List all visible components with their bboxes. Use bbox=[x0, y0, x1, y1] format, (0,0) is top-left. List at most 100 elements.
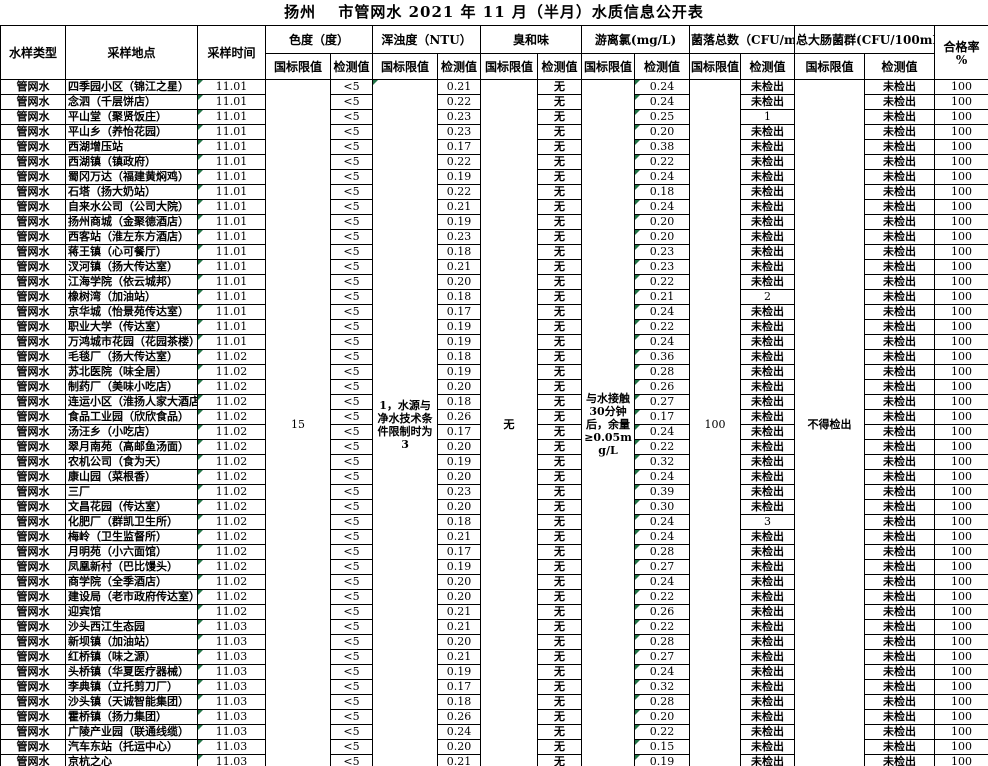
cell-turbidity-value: 0.19 bbox=[437, 559, 482, 575]
cell-time: 11.01 bbox=[197, 244, 266, 260]
cell-time: 11.02 bbox=[197, 574, 266, 590]
col-group-coliform: 总大肠菌群(CFU/100mL) bbox=[794, 25, 936, 54]
cell-colony-value: 未检出 bbox=[740, 169, 796, 185]
cell-time: 11.02 bbox=[197, 529, 266, 545]
cell-pass-rate: 100 bbox=[934, 754, 988, 766]
cell-sample-type: 管网水 bbox=[0, 739, 66, 755]
cell-chlorine-value: 0.23 bbox=[634, 244, 691, 260]
cell-pass-rate: 100 bbox=[934, 694, 988, 710]
cell-location: 汊河镇（扬大传达室） bbox=[65, 259, 198, 275]
table-row: 管网水 万鸿城市花园（花园茶楼） 11.01 <5 0.19 无 0.24 未检出 未检出 100 bbox=[0, 334, 988, 350]
cell-colony-value: 未检出 bbox=[740, 694, 796, 710]
cell-location: 连运小区（淮扬人家大酒店） bbox=[65, 394, 198, 410]
cell-turbidity-value: 0.17 bbox=[437, 139, 482, 155]
cell-time: 11.02 bbox=[197, 424, 266, 440]
cell-pass-rate: 100 bbox=[934, 604, 988, 620]
cell-turbidity-value: 0.20 bbox=[437, 589, 482, 605]
cell-colony-value: 未检出 bbox=[740, 334, 796, 350]
cell-coliform-value: 未检出 bbox=[864, 754, 936, 766]
cell-chlorine-value: 0.39 bbox=[634, 484, 691, 500]
cell-odor-value: 无 bbox=[537, 394, 583, 410]
cell-chroma-value: <5 bbox=[329, 274, 374, 290]
cell-time: 11.02 bbox=[197, 604, 266, 620]
cell-colony-value: 未检出 bbox=[740, 214, 796, 230]
cell-odor-value: 无 bbox=[537, 244, 583, 260]
cell-sample-type: 管网水 bbox=[0, 214, 66, 230]
cell-turbidity-value: 0.24 bbox=[437, 724, 482, 740]
cell-location: 平山堂（聚贤饭庄） bbox=[65, 109, 198, 125]
table-row: 管网水 连运小区（淮扬人家大酒店） 11.02 <5 0.18 无 0.27 未检出 未检出 10… bbox=[0, 394, 988, 410]
cell-pass-rate: 100 bbox=[934, 124, 988, 140]
cell-pass-rate: 100 bbox=[934, 274, 988, 290]
cell-colony-value: 未检出 bbox=[740, 259, 796, 275]
cell-colony-value: 未检出 bbox=[740, 199, 796, 215]
table-row: 管网水 西客站（淮左东方酒店） 11.01 <5 0.23 无 0.20 未检出 未检出 100 bbox=[0, 229, 988, 245]
cell-time: 11.02 bbox=[197, 484, 266, 500]
cell-sample-type: 管网水 bbox=[0, 529, 66, 545]
cell-colony-value: 未检出 bbox=[740, 319, 796, 335]
cell-odor-value: 无 bbox=[537, 529, 583, 545]
cell-coliform-value: 未检出 bbox=[864, 304, 936, 320]
cell-chroma-value: <5 bbox=[329, 139, 374, 155]
cell-coliform-value: 未检出 bbox=[864, 484, 936, 500]
cell-sample-type: 管网水 bbox=[0, 574, 66, 590]
cell-chroma-value: <5 bbox=[329, 229, 374, 245]
table-row: 管网水 京杭之心 11.03 <5 0.21 无 0.19 未检出 未检出 100 bbox=[0, 754, 988, 766]
cell-colony-value: 未检出 bbox=[740, 574, 796, 590]
cell-pass-rate: 100 bbox=[934, 349, 988, 365]
cell-turbidity-value: 0.20 bbox=[437, 469, 482, 485]
cell-chroma-value: <5 bbox=[329, 694, 374, 710]
cell-odor-value: 无 bbox=[537, 379, 583, 395]
cell-turbidity-value: 0.23 bbox=[437, 109, 482, 125]
table-row: 管网水 三厂 11.02 <5 0.23 无 0.39 未检出 未检出 100 bbox=[0, 484, 988, 500]
cell-time: 11.01 bbox=[197, 229, 266, 245]
cell-location: 扬州商城（金聚德酒店） bbox=[65, 214, 198, 230]
cell-odor-value: 无 bbox=[537, 439, 583, 455]
cell-turbidity-value: 0.23 bbox=[437, 124, 482, 140]
cell-turbidity-value: 0.21 bbox=[437, 79, 482, 95]
cell-chlorine-value: 0.30 bbox=[634, 499, 691, 515]
cell-chlorine-value: 0.24 bbox=[634, 169, 691, 185]
cell-turbidity-value: 0.22 bbox=[437, 154, 482, 170]
cell-chlorine-value: 0.20 bbox=[634, 124, 691, 140]
cell-location: 化肥厂（群凯卫生所） bbox=[65, 514, 198, 530]
cell-time: 11.03 bbox=[197, 739, 266, 755]
cell-time: 11.02 bbox=[197, 379, 266, 395]
cell-chlorine-value: 0.28 bbox=[634, 634, 691, 650]
cell-sample-type: 管网水 bbox=[0, 169, 66, 185]
cell-chlorine-value: 0.24 bbox=[634, 79, 691, 95]
cell-pass-rate: 100 bbox=[934, 259, 988, 275]
cell-pass-rate: 100 bbox=[934, 184, 988, 200]
cell-sample-type: 管网水 bbox=[0, 109, 66, 125]
cell-pass-rate: 100 bbox=[934, 334, 988, 350]
cell-sample-type: 管网水 bbox=[0, 364, 66, 380]
cell-chroma-value: <5 bbox=[329, 349, 374, 365]
cell-turbidity-value: 0.19 bbox=[437, 169, 482, 185]
col-header-odor-limit: 国标限值 bbox=[480, 53, 539, 80]
cell-chroma-value: <5 bbox=[329, 199, 374, 215]
cell-pass-rate: 100 bbox=[934, 499, 988, 515]
cell-turbidity-value: 0.18 bbox=[437, 244, 482, 260]
cell-time: 11.03 bbox=[197, 619, 266, 635]
cell-location: 霍桥镇（扬力集团） bbox=[65, 709, 198, 725]
cell-turbidity-value: 0.20 bbox=[437, 739, 482, 755]
cell-location: 苏北医院（味全居） bbox=[65, 364, 198, 380]
cell-colony-value: 未检出 bbox=[740, 394, 796, 410]
cell-chlorine-value: 0.22 bbox=[634, 439, 691, 455]
cell-chroma-value: <5 bbox=[329, 709, 374, 725]
cell-chroma-value: <5 bbox=[329, 379, 374, 395]
cell-pass-rate: 100 bbox=[934, 169, 988, 185]
col-group-chroma: 色度（度） bbox=[264, 25, 374, 54]
cell-colony-value: 未检出 bbox=[740, 559, 796, 575]
cell-pass-rate: 100 bbox=[934, 319, 988, 335]
cell-odor-value: 无 bbox=[537, 259, 583, 275]
cell-chroma-value: <5 bbox=[329, 724, 374, 740]
cell-chroma-value: <5 bbox=[329, 319, 374, 335]
cell-colony-value: 未检出 bbox=[740, 439, 796, 455]
cell-coliform-value: 未检出 bbox=[864, 229, 936, 245]
cell-sample-type: 管网水 bbox=[0, 424, 66, 440]
cell-limit-colony: 100 bbox=[689, 79, 742, 766]
cell-turbidity-value: 0.18 bbox=[437, 289, 482, 305]
cell-time: 11.02 bbox=[197, 514, 266, 530]
cell-pass-rate: 100 bbox=[934, 379, 988, 395]
